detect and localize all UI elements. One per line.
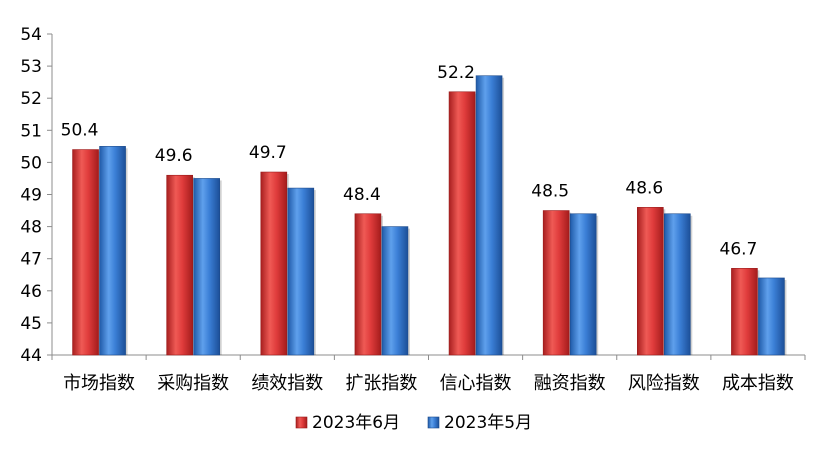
legend-swatch bbox=[427, 416, 440, 429]
bar-may bbox=[287, 187, 315, 356]
bars bbox=[72, 75, 787, 356]
bar-may bbox=[193, 178, 220, 356]
data-label: 49.6 bbox=[155, 146, 193, 166]
y-tick-label: 47 bbox=[20, 250, 42, 270]
bar-june bbox=[354, 213, 382, 356]
y-tick-label: 51 bbox=[20, 121, 42, 141]
legend-swatch bbox=[295, 416, 308, 429]
data-labels: 50.4 49.6 49.7 48.4 52.2 48.5 48.6 46.7 bbox=[61, 63, 758, 260]
x-category-label: 市场指数 bbox=[63, 373, 135, 394]
bar-may bbox=[475, 75, 503, 356]
bar-june bbox=[731, 268, 758, 356]
bar-may bbox=[99, 146, 126, 356]
bar-may bbox=[664, 213, 691, 356]
y-tick-label: 54 bbox=[20, 25, 42, 45]
y-tick-label: 48 bbox=[20, 218, 42, 238]
bar-may bbox=[569, 213, 597, 356]
x-category-label: 扩张指数 bbox=[345, 373, 417, 394]
data-label: 48.6 bbox=[625, 178, 663, 198]
bar-june bbox=[166, 174, 193, 356]
data-label: 49.7 bbox=[249, 143, 287, 163]
data-label: 50.4 bbox=[61, 121, 99, 141]
bar-june bbox=[72, 149, 99, 356]
y-tick-label: 44 bbox=[20, 346, 42, 366]
y-tick-label: 45 bbox=[20, 314, 42, 334]
x-category-label: 绩效指数 bbox=[251, 373, 323, 394]
legend-label: 2023年6月 bbox=[312, 413, 400, 433]
bar-june bbox=[260, 171, 288, 356]
legend: 2023年6月 2023年5月 bbox=[295, 413, 532, 433]
y-tick-label: 46 bbox=[20, 282, 42, 302]
x-category-label: 信心指数 bbox=[440, 373, 512, 394]
bar-june bbox=[542, 210, 570, 356]
data-label: 48.4 bbox=[343, 185, 381, 205]
legend-label: 2023年5月 bbox=[444, 413, 532, 433]
bar-may bbox=[758, 277, 785, 356]
x-category-label: 采购指数 bbox=[157, 373, 229, 394]
data-label: 46.7 bbox=[720, 239, 758, 259]
data-label: 48.5 bbox=[531, 182, 569, 202]
bar-june bbox=[448, 91, 476, 356]
y-tick-label: 53 bbox=[20, 57, 42, 77]
data-label: 52.2 bbox=[437, 63, 475, 83]
bar-may bbox=[381, 226, 409, 356]
y-tick-label: 52 bbox=[20, 89, 42, 109]
x-category-label: 融资指数 bbox=[534, 373, 606, 394]
y-tick-label: 49 bbox=[20, 186, 42, 206]
y-tick-label: 50 bbox=[20, 153, 42, 173]
axes: 44 45 46 47 48 49 50 51 52 53 54 市场指数 采购指数 绩效指数 扩张指数 信心… bbox=[20, 25, 806, 394]
x-category-label: 风险指数 bbox=[628, 373, 700, 394]
x-category-label: 成本指数 bbox=[722, 373, 794, 394]
bar-june bbox=[637, 207, 664, 356]
